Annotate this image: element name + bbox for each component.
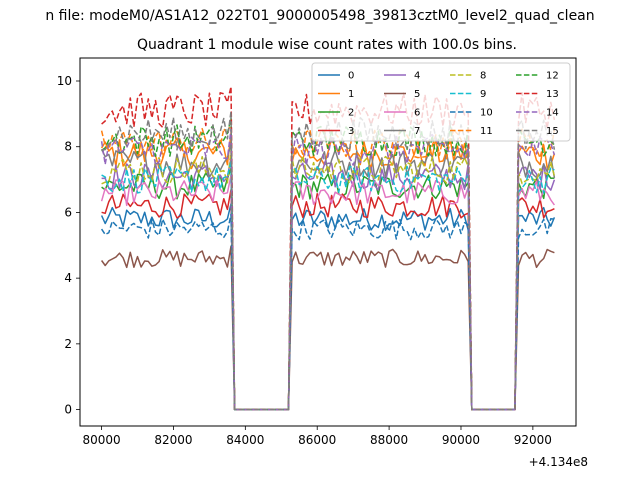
legend-label-8: 8 (480, 71, 486, 82)
legend-label-3: 3 (348, 126, 354, 137)
legend-label-5: 5 (414, 89, 420, 100)
legend-label-10: 10 (480, 108, 493, 119)
series-9-line (101, 160, 555, 411)
y-tick-label: 0 (64, 403, 72, 417)
x-tick-label: 84000 (226, 433, 264, 447)
y-tick-label: 2 (64, 337, 72, 351)
x-tick-label: 82000 (154, 433, 192, 447)
legend-label-6: 6 (414, 108, 420, 119)
series-5-line (100, 245, 555, 411)
figure-suptitle: n file: modeM0/AS1A12_022T01_9000005498_… (45, 8, 594, 24)
x-tick-label: 92000 (514, 433, 552, 447)
legend-label-11: 11 (480, 126, 493, 137)
series-10-line (100, 213, 555, 411)
y-tick-label: 6 (64, 205, 72, 219)
legend-label-13: 13 (546, 89, 559, 100)
axes-frame (79, 57, 577, 427)
legend-label-12: 12 (546, 71, 559, 82)
legend-label-0: 0 (348, 71, 354, 82)
x-offset-label: +4.134e8 (529, 455, 588, 469)
y-tick-label: 10 (57, 74, 72, 88)
legend-box (311, 62, 571, 142)
y-axis: 0 2 4 6 8 10 (57, 74, 80, 417)
x-tick-label: 80000 (82, 433, 120, 447)
y-tick-label: 8 (64, 140, 72, 154)
series-8-line (101, 149, 556, 411)
legend-label-4: 4 (414, 71, 420, 82)
series-3-line (101, 188, 555, 411)
legend-label-9: 9 (480, 89, 486, 100)
x-tick-label: 86000 (298, 433, 336, 447)
legend-label-14: 14 (546, 108, 559, 119)
legend-label-2: 2 (348, 108, 354, 119)
legend-label-7: 7 (414, 126, 420, 137)
series-14-line (100, 128, 556, 411)
x-axis: 80000 82000 84000 86000 88000 90000 92000 (82, 426, 552, 447)
legend-label-15: 15 (546, 126, 559, 137)
chart-title: Quadrant 1 module wise count rates with … (137, 37, 517, 53)
legend-label-1: 1 (348, 89, 354, 100)
x-tick-label: 88000 (370, 433, 408, 447)
series-7-line (100, 142, 556, 411)
series-12-line (101, 117, 555, 411)
x-tick-label: 90000 (442, 433, 480, 447)
series-11-line (100, 121, 556, 411)
y-tick-label: 4 (64, 271, 72, 285)
